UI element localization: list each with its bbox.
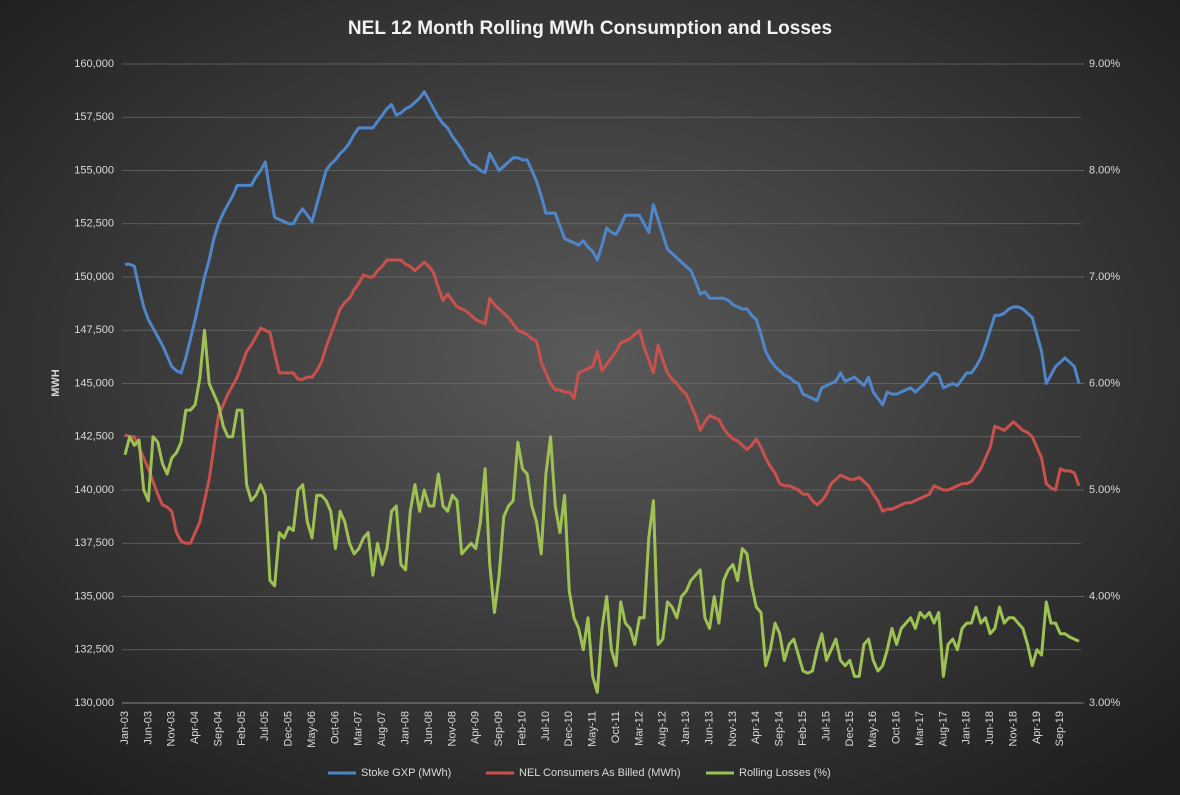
legend-label: NEL Consumers As Billed (MWh) [519,767,681,779]
x-tick-label: Jun-13 [703,711,715,745]
y-axis-label: MWH [50,369,62,397]
x-tick-label: Nov-03 [166,711,178,746]
x-tick-label: Aug-12 [657,711,669,746]
x-tick-label: Apr-04 [189,711,201,744]
legend-label: Rolling Losses (%) [739,767,831,779]
chart-title: NEL 12 Month Rolling MWh Consumption and… [348,18,832,39]
x-tick-label: Jan-18 [961,711,973,745]
y-tick-label: 140,000 [74,484,114,496]
y2-tick-label: 7.00% [1089,271,1120,283]
x-tick-label: Feb-10 [516,711,528,746]
x-tick-label: Jul-15 [820,711,832,741]
x-tick-label: Mar-12 [633,711,645,746]
y2-tick-label: 8.00% [1089,164,1120,176]
x-tick-label: Jul-10 [540,711,552,741]
x-tick-label: Apr-14 [750,711,762,744]
series-line [124,258,1081,545]
x-tick-label: May-16 [867,711,879,748]
y2-tick-label: 5.00% [1089,484,1120,496]
x-tick-label: Aug-07 [376,711,388,746]
y-tick-label: 130,000 [74,697,114,709]
x-tick-label: Apr-09 [470,711,482,744]
series-line [125,90,1081,407]
x-tick-label: Oct-16 [891,711,903,744]
x-tick-label: Feb-15 [797,711,809,746]
y-tick-label: 152,500 [74,218,114,230]
x-tick-label: Jul-05 [259,711,271,741]
y-tick-label: 135,000 [74,590,114,602]
x-tick-label: Jan-13 [680,711,692,745]
x-tick-label: Nov-13 [727,711,739,746]
x-tick-label: Oct-11 [610,711,622,743]
y-tick-label: 132,500 [74,644,114,656]
y-tick-label: 145,000 [74,377,114,389]
y2-tick-label: 9.00% [1089,58,1120,70]
x-tick-label: Dec-15 [844,711,856,746]
x-tick-label: Jun-03 [142,711,154,745]
x-tick-label: Feb-05 [236,711,248,746]
x-tick-label: Sep-19 [1054,711,1066,746]
x-tick-label: May-11 [587,711,599,747]
x-tick-label: Sep-04 [212,711,224,746]
y-tick-label: 147,500 [74,324,114,336]
x-tick-label: Jun-08 [423,711,435,745]
x-tick-label: Mar-07 [353,711,365,746]
x-tick-label: May-06 [306,711,318,748]
y-tick-label: 155,000 [74,164,114,176]
y2-tick-label: 6.00% [1089,377,1120,389]
x-tick-label: Sep-14 [774,711,786,746]
y-tick-label: 137,500 [74,537,114,549]
x-tick-label: Jan-03 [119,711,131,745]
x-tick-label: Nov-08 [446,711,458,746]
y-tick-label: 157,500 [74,111,114,123]
y-tick-label: 160,000 [74,58,114,70]
series-line [123,328,1080,694]
x-tick-label: Nov-18 [1007,711,1019,746]
x-tick-label: Jun-18 [984,711,996,745]
y-tick-label: 150,000 [74,271,114,283]
x-tick-label: Dec-10 [563,711,575,746]
y2-tick-label: 3.00% [1089,697,1120,709]
x-tick-label: Oct-06 [329,711,341,744]
x-tick-label: Dec-05 [283,711,295,746]
x-tick-label: Apr-19 [1031,711,1043,744]
x-tick-label: Aug-17 [937,711,949,746]
x-tick-label: Mar-17 [914,711,926,746]
x-tick-label: Sep-09 [493,711,505,746]
legend-label: Stoke GXP (MWh) [361,767,451,779]
x-tick-label: Jan-08 [399,711,411,745]
y-tick-label: 142,500 [74,431,114,443]
y2-tick-label: 4.00% [1089,590,1120,602]
